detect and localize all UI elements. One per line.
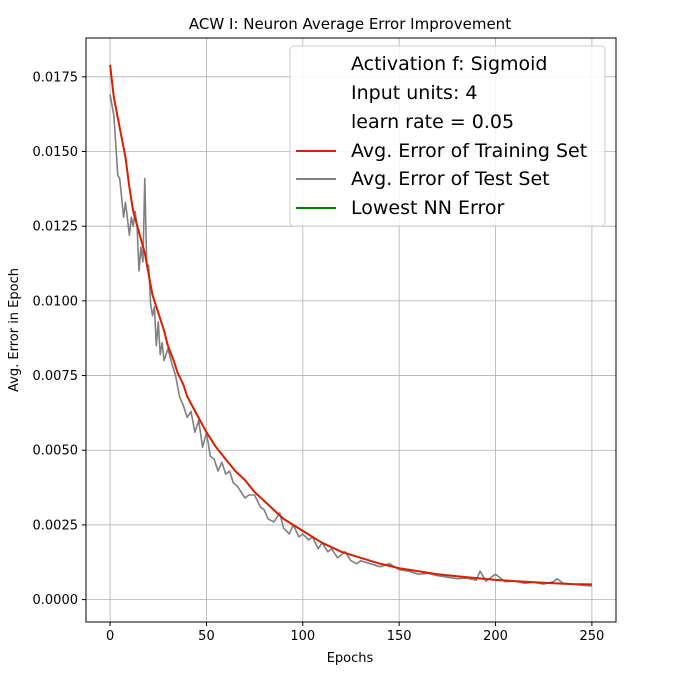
plot-frame [85, 37, 617, 623]
legend-info-activation: Activation f: Sigmoid [351, 53, 548, 75]
x-axis-label: Epochs [327, 651, 374, 666]
y-tick-label: 0.0075 [33, 369, 79, 384]
y-tick-label: 0.0025 [33, 518, 79, 533]
y-tick-label: 0.0100 [33, 294, 79, 309]
legend-label-training: Avg. Error of Training Set [351, 140, 587, 162]
y-tick-label: 0.0125 [33, 220, 79, 235]
x-tick-label: 150 [387, 629, 412, 644]
legend-info-input-units: Input units: 4 [351, 82, 477, 104]
y-tick-label: 0.0050 [33, 444, 79, 459]
y-tick-label: 0.0150 [33, 145, 79, 160]
legend: Activation f: Sigmoid Input units: 4 lea… [289, 45, 606, 227]
y-axis: 0.0000 0.0025 0.0050 0.0075 0.0100 0.0125 0.01… [33, 70, 86, 608]
x-tick-label: 50 [198, 629, 215, 644]
chart-title: ACW I: Neuron Average Error Improvement [189, 15, 511, 33]
x-tick-label: 250 [579, 629, 604, 644]
x-tick-label: 0 [106, 629, 114, 644]
legend-label-test: Avg. Error of Test Set [351, 168, 550, 190]
series-layer [109, 64, 592, 587]
legend-info-learn-rate: learn rate = 0.05 [351, 111, 514, 133]
x-tick-label: 200 [483, 629, 508, 644]
x-axis: 0 50 100 150 200 250 [106, 622, 604, 644]
series-line-avg-error-of-training-set [109, 64, 592, 586]
y-tick-label: 0.0000 [33, 593, 79, 608]
y-axis-label: Avg. Error in Epoch [7, 268, 22, 392]
series-line-avg-error-of-test-set [109, 94, 592, 587]
legend-box [289, 45, 606, 227]
legend-label-lowest: Lowest NN Error [351, 197, 504, 219]
y-tick-label: 0.0175 [33, 70, 79, 85]
x-tick-label: 100 [290, 629, 315, 644]
